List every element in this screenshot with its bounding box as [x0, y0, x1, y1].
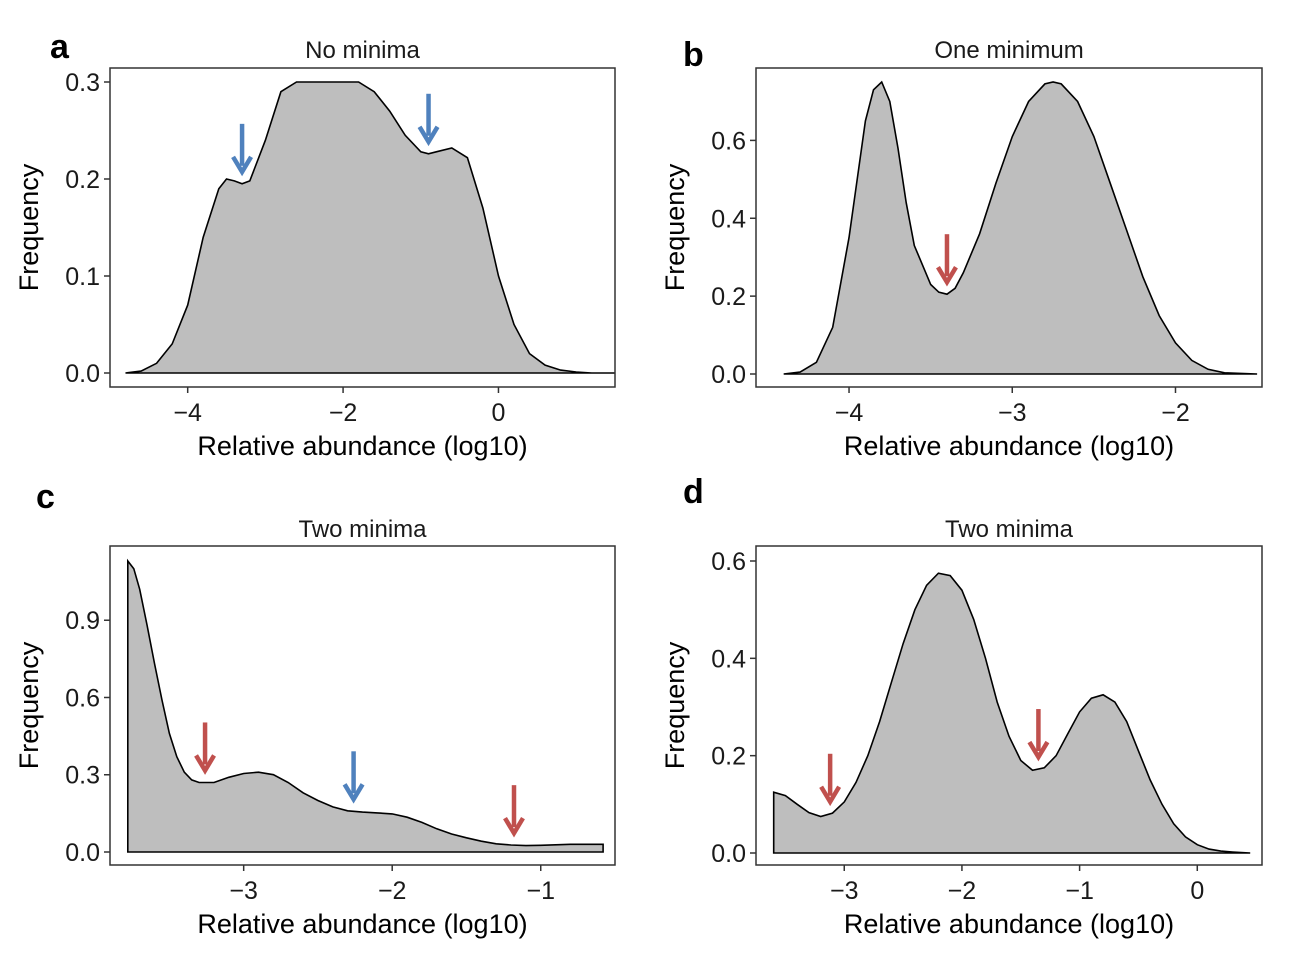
x-tick-label: 0: [1190, 877, 1204, 905]
y-axis-label: Frequency: [14, 641, 44, 769]
red-arrow: [503, 785, 525, 838]
panel-c: c Two minima −3 −2 −1 0.0 0.3 0.6 0.9 Relative ab…: [14, 478, 616, 939]
x-axis-label: Relative abundance (log10): [844, 909, 1174, 939]
density-area: [783, 80, 1258, 375]
y-tick-label: 0.2: [711, 283, 746, 311]
x-tick-label: −4: [173, 399, 202, 427]
panel-letter: d: [683, 473, 704, 511]
density-area: [127, 558, 604, 853]
chart-title: Two minima: [298, 516, 427, 543]
plot-frame: [755, 67, 1263, 388]
density-area: [125, 81, 615, 374]
x-tick-label: −2: [1161, 399, 1190, 427]
y-tick-label: 0.1: [65, 263, 100, 291]
y-tick-label: 0.3: [65, 69, 100, 97]
y-axis-label: Frequency: [660, 163, 690, 291]
red-arrow: [819, 753, 842, 807]
chart-title: Two minima: [945, 516, 1074, 543]
y-axis-label: Frequency: [660, 641, 690, 769]
y-tick-label: 0.0: [65, 360, 100, 388]
panel-d: d Two minima −3 −2 −1 0 0.0 0.2 0.4 0.6 Relative a…: [660, 473, 1263, 939]
y-tick-label: 0.0: [711, 361, 746, 389]
x-tick-label: −3: [998, 399, 1027, 427]
blue-arrow: [231, 123, 254, 177]
panel-a: a No minima −4 −2 0 0.0 0.1 0.2 0.3 Relative abun…: [14, 28, 616, 461]
chart-title: One minimum: [934, 37, 1083, 64]
y-tick-label: 0.4: [711, 205, 746, 233]
panel-letter: c: [36, 478, 55, 516]
x-tick-label: −3: [830, 877, 859, 905]
density-area: [772, 572, 1251, 854]
y-tick-label: 0.9: [65, 607, 100, 635]
y-tick-label: 0.0: [711, 840, 746, 868]
y-axis-label: Frequency: [14, 163, 44, 291]
blue-arrow: [417, 93, 440, 147]
x-axis-label: Relative abundance (log10): [844, 431, 1174, 461]
x-tick-label: −2: [329, 399, 358, 427]
red-arrow: [1027, 709, 1050, 762]
x-tick-label: −1: [1065, 877, 1094, 905]
x-tick-label: −2: [948, 877, 977, 905]
x-axis-label: Relative abundance (log10): [197, 431, 527, 461]
x-tick-label: −4: [835, 399, 864, 427]
x-axis-label: Relative abundance (log10): [197, 909, 527, 939]
panel-b: b One minimum −4 −3 −2 0.0 0.2 0.4 0.6 Relative a…: [660, 36, 1263, 461]
y-tick-label: 0.4: [711, 645, 746, 673]
y-tick-label: 0.3: [65, 762, 100, 790]
y-tick-label: 0.2: [65, 166, 100, 194]
y-tick-label: 0.2: [711, 743, 746, 771]
x-tick-label: −2: [378, 877, 407, 905]
y-tick-label: 0.0: [65, 839, 100, 867]
plot-frame: [109, 67, 616, 388]
panel-letter: a: [50, 28, 70, 66]
red-arrow: [194, 722, 216, 775]
plot-frame: [109, 545, 616, 866]
x-tick-label: −1: [526, 877, 555, 905]
y-tick-label: 0.6: [711, 127, 746, 155]
y-tick-label: 0.6: [711, 548, 746, 576]
x-tick-label: 0: [492, 399, 506, 427]
red-arrow: [936, 234, 958, 287]
plot-frame: [755, 545, 1263, 866]
chart-title: No minima: [305, 37, 420, 64]
x-tick-label: −3: [229, 877, 258, 905]
y-tick-label: 0.6: [65, 684, 100, 712]
blue-arrow: [342, 751, 365, 804]
panel-letter: b: [683, 36, 704, 74]
